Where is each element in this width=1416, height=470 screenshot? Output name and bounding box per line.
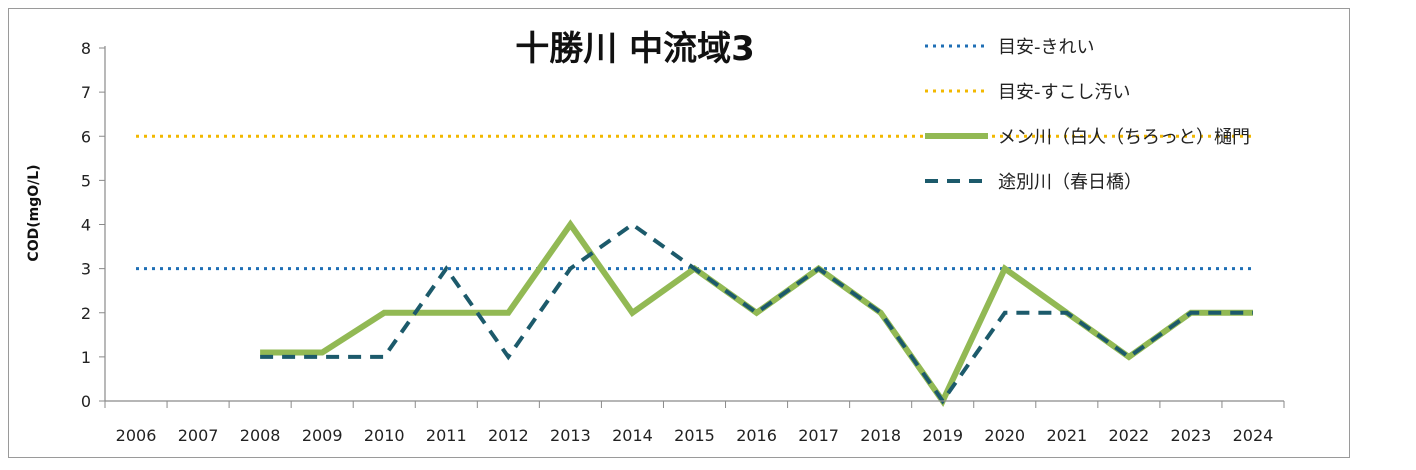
legend-label-2: 目安-すこし汚い xyxy=(998,82,1131,103)
series-line-3 xyxy=(260,219,1253,407)
legend-label-1: 目安-きれい xyxy=(998,37,1095,58)
series-line-4 xyxy=(260,222,1253,405)
x-tick-label: 2009 xyxy=(302,426,343,445)
x-tick-label: 2007 xyxy=(178,426,219,445)
chart-frame xyxy=(8,8,1350,458)
x-tick-label: 2012 xyxy=(488,426,529,445)
x-tick-label: 2020 xyxy=(984,426,1025,445)
x-tick-label: 2006 xyxy=(116,426,157,445)
y-tick-label: 2 xyxy=(81,304,91,323)
y-tick-label: 3 xyxy=(81,260,91,279)
x-tick-label: 2021 xyxy=(1046,426,1087,445)
legend-label-3: メン川（白人（ちろっと）樋門 xyxy=(998,127,1250,148)
x-tick-label: 2018 xyxy=(860,426,901,445)
y-axis-label: COD(mgO/L) xyxy=(26,164,42,261)
x-tick-label: 2022 xyxy=(1109,426,1150,445)
chart-title: 十勝川 中流域3 xyxy=(515,29,755,69)
x-tick-label: 2010 xyxy=(364,426,405,445)
y-tick-label: 6 xyxy=(81,127,91,146)
x-tick-label: 2019 xyxy=(922,426,963,445)
x-tick-label: 2008 xyxy=(240,426,281,445)
axes: 0 1 2 3 4 5 6 7 8 2006 2007 2008 2009 2010 2011 2012 201… xyxy=(81,39,1285,445)
y-tick-label: 5 xyxy=(81,171,91,190)
y-tick-label: 1 xyxy=(81,348,91,367)
x-tick-label: 2017 xyxy=(798,426,839,445)
x-tick-label: 2016 xyxy=(736,426,777,445)
y-tick-label: 0 xyxy=(81,392,91,411)
y-tick-label: 4 xyxy=(81,216,91,235)
series-lines xyxy=(136,134,1253,407)
y-tick-label: 8 xyxy=(81,39,91,58)
x-tick-label: 2013 xyxy=(550,426,591,445)
x-tick-label: 2015 xyxy=(674,426,715,445)
x-tick-label: 2014 xyxy=(612,426,653,445)
x-tick-label: 2011 xyxy=(426,426,467,445)
legend-label-4: 途別川（春日橋） xyxy=(998,172,1142,193)
x-tick-label: 2024 xyxy=(1233,426,1274,445)
x-tick-label: 2023 xyxy=(1171,426,1212,445)
y-tick-label: 7 xyxy=(81,83,91,102)
